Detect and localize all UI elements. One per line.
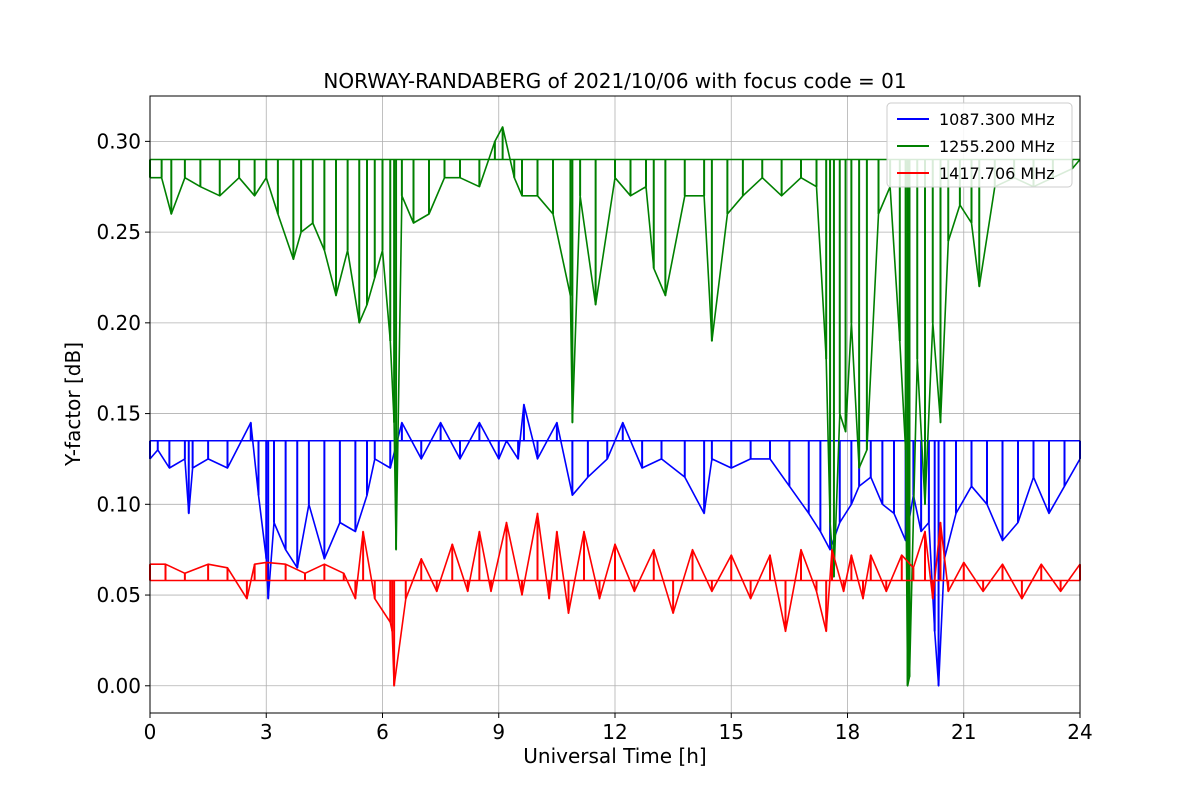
y-tick-label: 0.10 bbox=[96, 492, 141, 516]
x-tick-label: 6 bbox=[376, 720, 389, 744]
legend-label: 1417.706 MHz bbox=[939, 164, 1055, 183]
x-tick-label: 15 bbox=[719, 720, 744, 744]
series-0 bbox=[149, 403, 1081, 687]
series-line bbox=[150, 512, 1081, 687]
chart-title: NORWAY-RANDABERG of 2021/10/06 with focu… bbox=[323, 69, 906, 93]
x-axis: 0 3 6 9 12 15 18 21 24 bbox=[144, 713, 1093, 744]
y-tick-label: 0.20 bbox=[96, 311, 141, 335]
y-axis: 0.00 0.05 0.10 0.15 0.20 0.25 0.30 bbox=[96, 129, 150, 698]
x-tick-label: 12 bbox=[602, 720, 627, 744]
series-layer bbox=[149, 126, 1081, 687]
series-2 bbox=[149, 512, 1081, 687]
y-tick-label: 0.00 bbox=[96, 674, 141, 698]
x-tick-label: 3 bbox=[260, 720, 273, 744]
x-tick-label: 18 bbox=[835, 720, 860, 744]
x-tick-label: 24 bbox=[1067, 720, 1092, 744]
y-tick-label: 0.25 bbox=[96, 220, 141, 244]
x-tick-label: 9 bbox=[492, 720, 505, 744]
legend-label: 1255.200 MHz bbox=[939, 137, 1055, 156]
x-tick-label: 0 bbox=[144, 720, 157, 744]
legend: 1087.300 MHz 1255.200 MHz 1417.706 MHz bbox=[886, 102, 1073, 188]
x-axis-label: Universal Time [h] bbox=[523, 744, 706, 768]
x-tick-label: 21 bbox=[951, 720, 976, 744]
legend-label: 1087.300 MHz bbox=[939, 110, 1055, 129]
y-axis-label: Y-factor [dB] bbox=[61, 342, 85, 467]
y-tick-label: 0.15 bbox=[96, 402, 141, 426]
y-tick-label: 0.30 bbox=[96, 129, 141, 153]
y-tick-label: 0.05 bbox=[96, 583, 141, 607]
legend-box bbox=[886, 102, 1073, 188]
